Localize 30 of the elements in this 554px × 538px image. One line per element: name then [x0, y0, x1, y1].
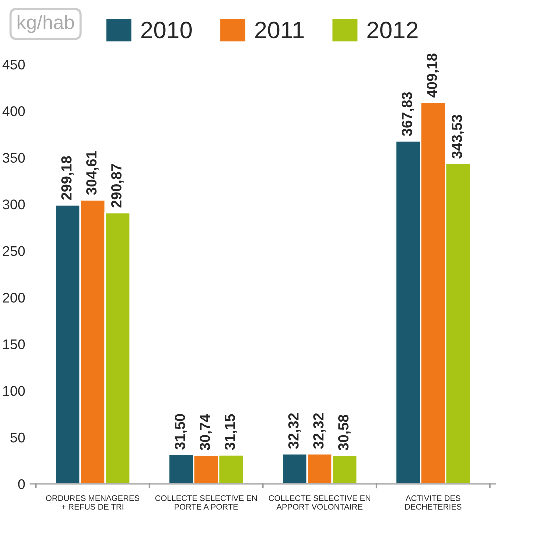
x-tick-label: ORDURES MENAGERES + REFUS DE TRI	[46, 496, 140, 510]
data-label: 343,53	[452, 115, 464, 159]
data-label: 30,58	[338, 414, 351, 451]
data-label: 32,32	[288, 413, 301, 450]
data-label: 31,50	[175, 414, 188, 450]
y-tick-label: 450	[2, 60, 26, 70]
x-tick-label: COLLECTE SELECTIVE EN PORTE A PORTE	[156, 496, 257, 510]
legend-label: 2012	[368, 22, 418, 39]
y-axis-title: kg/hab	[18, 15, 74, 34]
data-label: 299,18	[62, 156, 74, 200]
y-tick-label: 100	[3, 386, 26, 396]
data-label: 409,18	[426, 54, 440, 98]
x-tick-label: ACTIVITE DES DECHETERIES	[405, 496, 462, 510]
y-tick-label: 400	[2, 106, 26, 116]
legend-label: 2010	[142, 22, 192, 39]
data-label: 31,15	[224, 414, 238, 450]
y-tick-label: 0	[18, 480, 26, 490]
y-tick-label: 300	[2, 200, 26, 210]
data-label: 290,87	[111, 164, 124, 208]
data-label: 32,32	[313, 413, 326, 450]
y-tick-label: 150	[3, 340, 26, 350]
y-tick-label: 350	[2, 153, 26, 163]
y-tick-label: 200	[3, 293, 26, 303]
legend-label: 2011	[255, 22, 304, 39]
y-tick-label: 50	[10, 432, 26, 443]
y-tick-label: 250	[3, 246, 26, 256]
data-label: 304,61	[86, 151, 99, 196]
data-label: 30,74	[200, 414, 212, 451]
data-label: 367,83	[402, 92, 414, 136]
x-tick-label: COLLECTE SELECTIVE EN APPORT VOLONTAIRE	[269, 496, 370, 510]
